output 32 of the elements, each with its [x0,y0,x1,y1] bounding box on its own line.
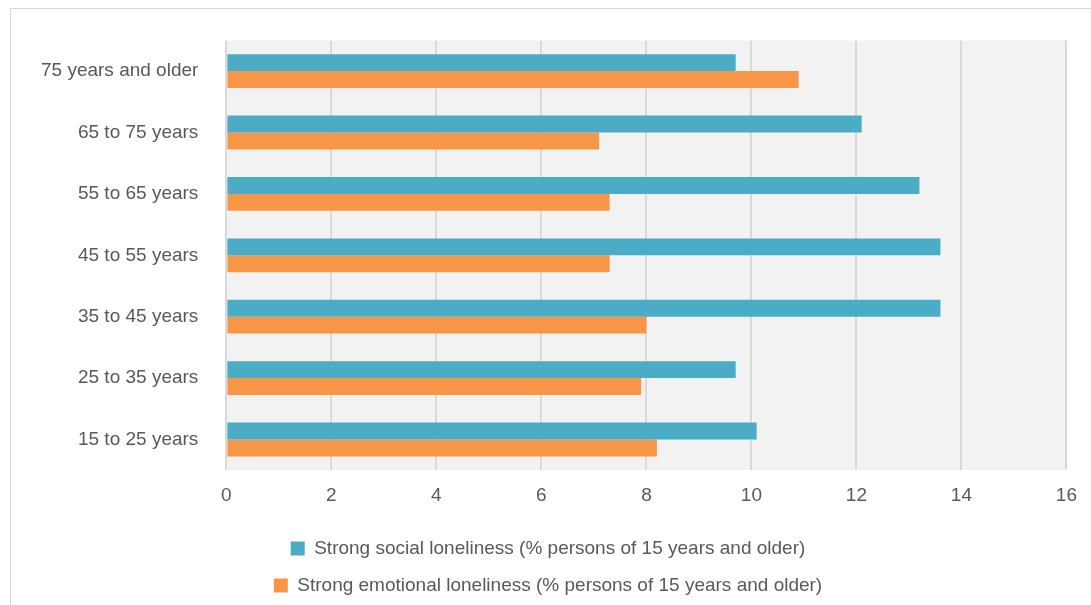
y-tick-label: 15 to 25 years [77,427,199,449]
bar [227,71,799,88]
y-tick-label: 35 to 45 years [77,304,199,326]
bar [227,378,642,395]
x-tick-label: 10 [740,483,762,505]
x-tick-label: 6 [536,483,547,505]
bar [227,255,610,273]
bar [227,115,862,133]
bar [227,299,941,317]
x-tick-label: 8 [641,483,652,505]
x-tick-label: 16 [1055,483,1077,505]
x-tick-label: 12 [845,483,867,505]
bar [227,439,657,457]
bar [227,193,610,211]
bar [227,361,736,379]
legend-label: Strong social loneliness (% persons of 15 years and older) [314,536,806,558]
bar [227,177,920,194]
y-tick-label: 45 to 55 years [77,243,199,265]
x-tick-label: 0 [221,483,232,505]
bar [227,54,736,72]
bar [227,422,757,440]
y-tick-label: 65 to 75 years [77,120,199,142]
bar [227,238,941,256]
bar [227,316,647,334]
y-tick-label: 55 to 65 years [77,182,199,204]
y-tick-label: 75 years and older [40,59,200,81]
legend-label: Strong emotional loneliness (% persons of 15 years and older) [297,573,823,595]
x-tick-label: 14 [950,483,973,505]
x-tick-label: 4 [431,483,443,505]
bar [227,132,600,150]
x-tick-label: 2 [326,483,337,505]
y-tick-label: 25 to 35 years [77,366,199,388]
